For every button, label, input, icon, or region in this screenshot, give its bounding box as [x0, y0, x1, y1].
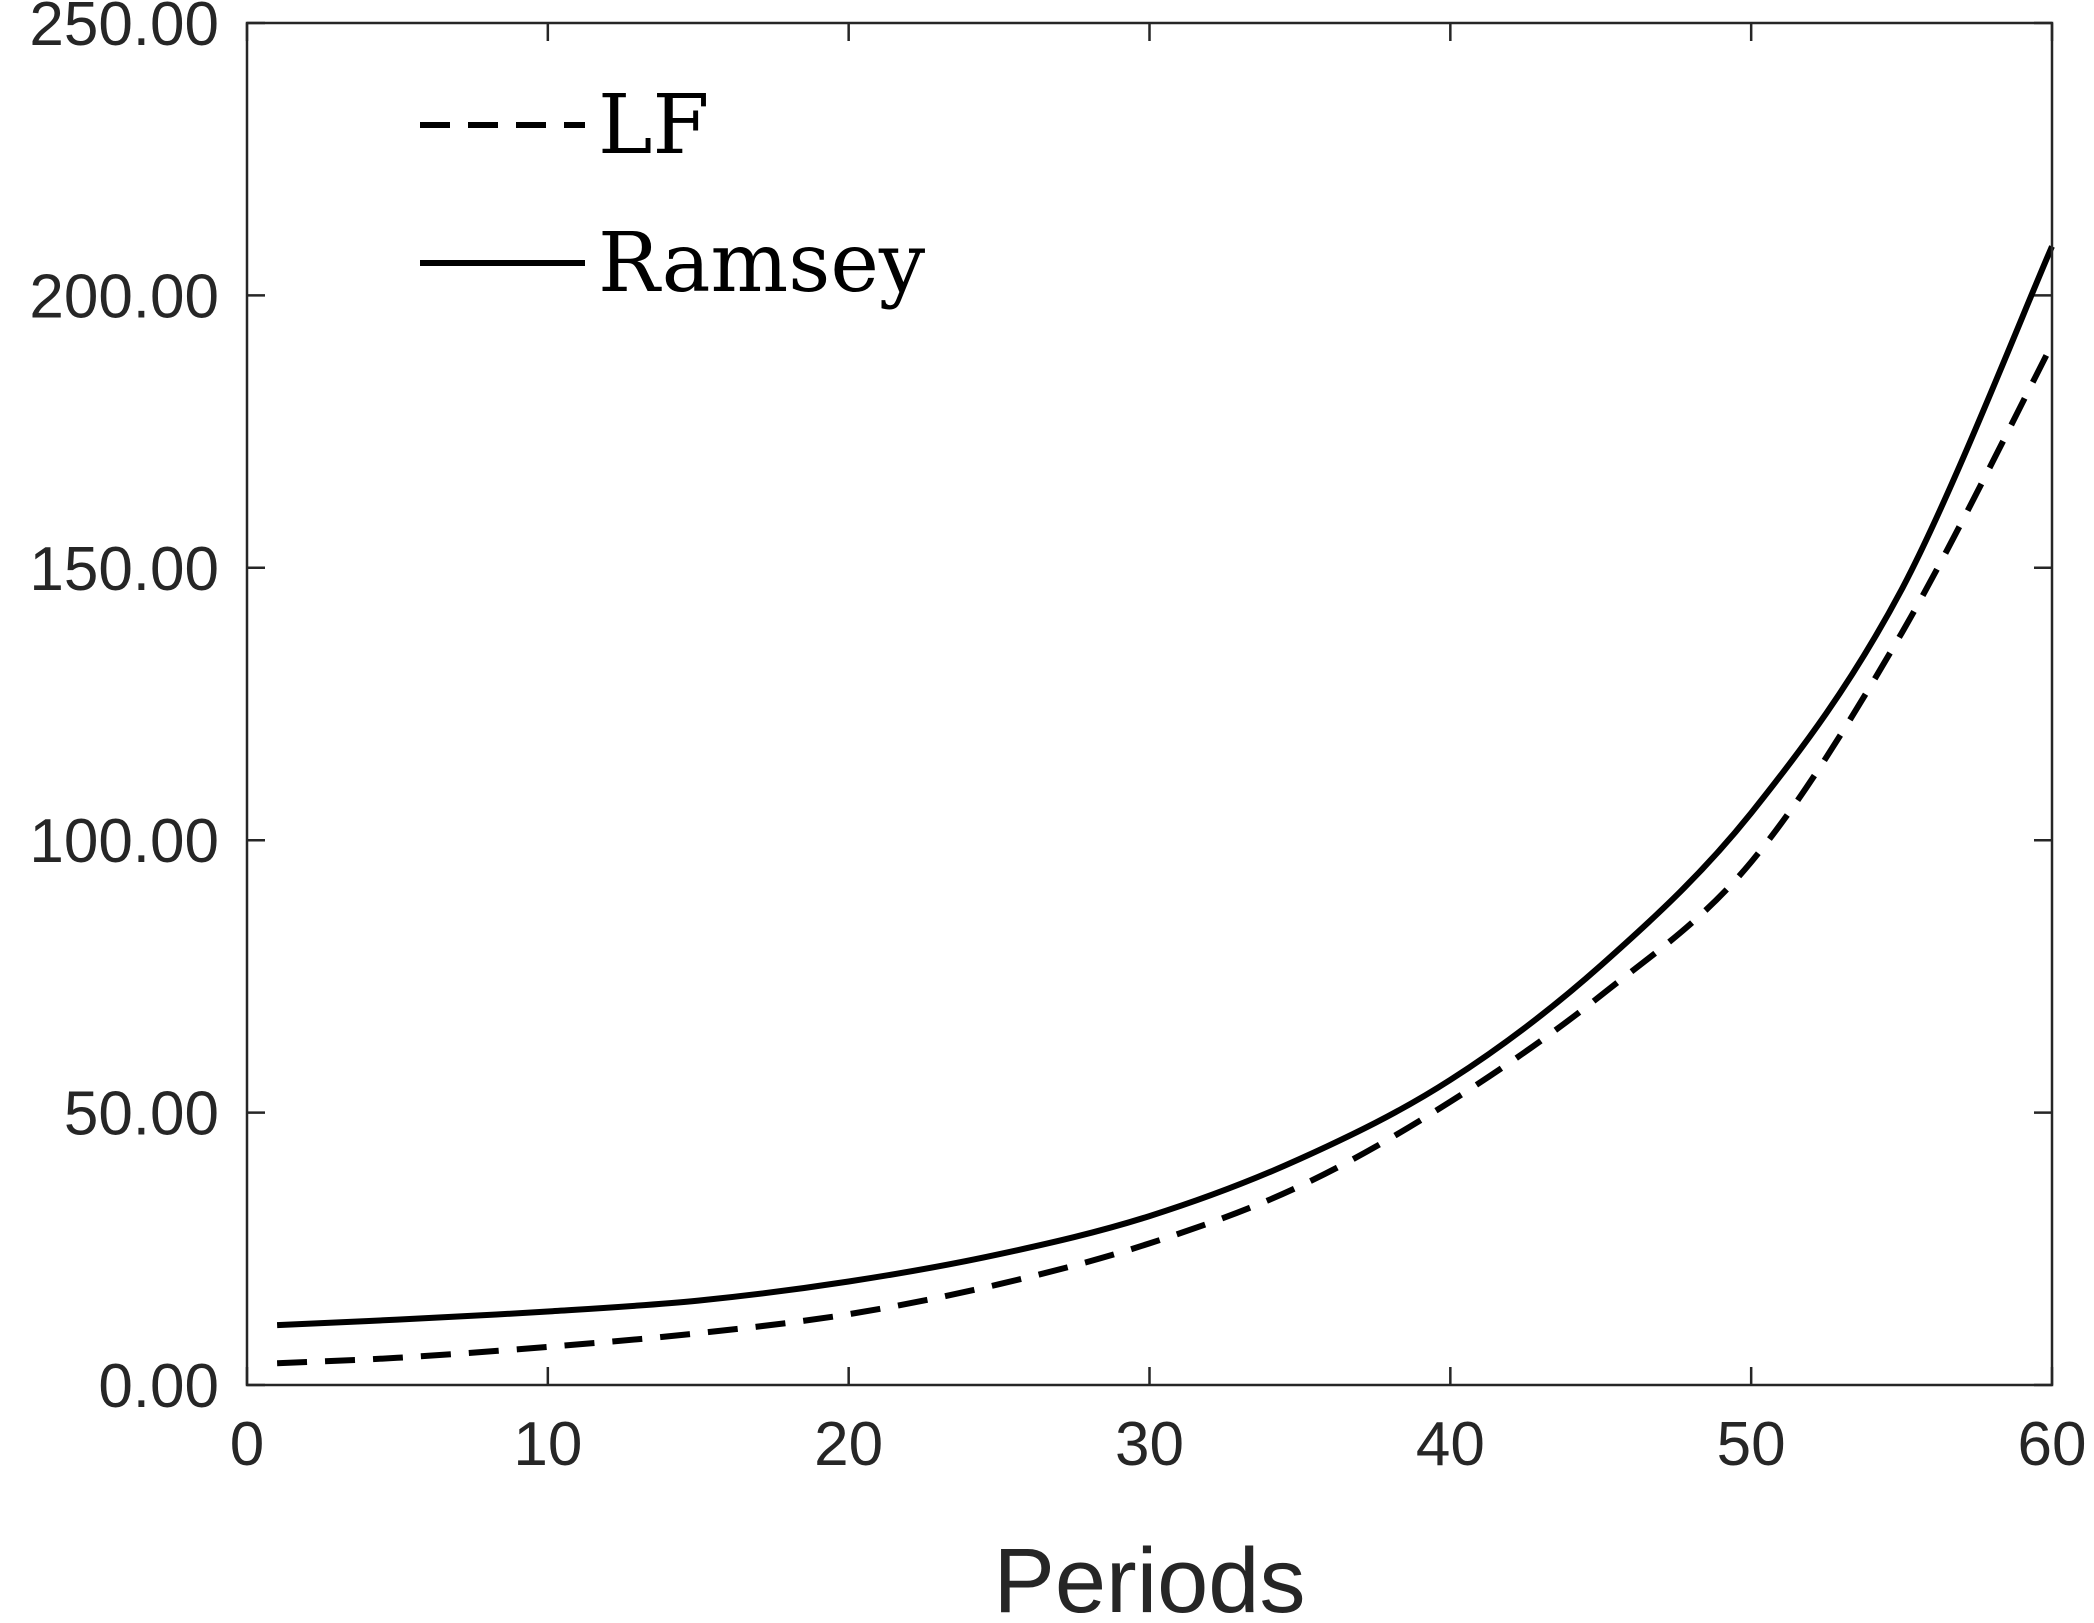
legend-label-lf: LF: [598, 78, 709, 173]
x-tick-label: 0: [230, 1410, 264, 1479]
y-axis-ticks: 0.00 50.00 100.00 150.00 200.00 250.00: [29, 0, 2052, 1421]
x-tick-label: 50: [1717, 1410, 1786, 1479]
x-tick-label: 40: [1416, 1410, 1485, 1479]
y-tick-label: 250.00: [29, 0, 219, 59]
legend: LF Ramsey: [420, 78, 926, 311]
plot-frame: [245, 21, 2054, 1387]
legend-label-ramsey: Ramsey: [598, 216, 926, 311]
y-tick-label: 200.00: [29, 262, 219, 331]
x-axis-title: Periods: [994, 1530, 1306, 1623]
x-tick-label: 10: [513, 1410, 582, 1479]
x-tick-label: 20: [814, 1410, 883, 1479]
series-line-lf: [276, 343, 2055, 1367]
y-tick-label: 150.00: [29, 535, 219, 604]
y-tick-label: 100.00: [29, 807, 219, 876]
y-tick-label: 50.00: [64, 1080, 219, 1149]
x-axis-ticks: 0 10 20 30 40 50 60: [230, 23, 2087, 1479]
series-layer: [276, 245, 2055, 1367]
x-tick-label: 60: [2018, 1410, 2087, 1479]
y-tick-label: 0.00: [98, 1352, 219, 1421]
x-tick-label: 30: [1115, 1410, 1184, 1479]
series-line-ramsey: [276, 245, 2055, 1329]
